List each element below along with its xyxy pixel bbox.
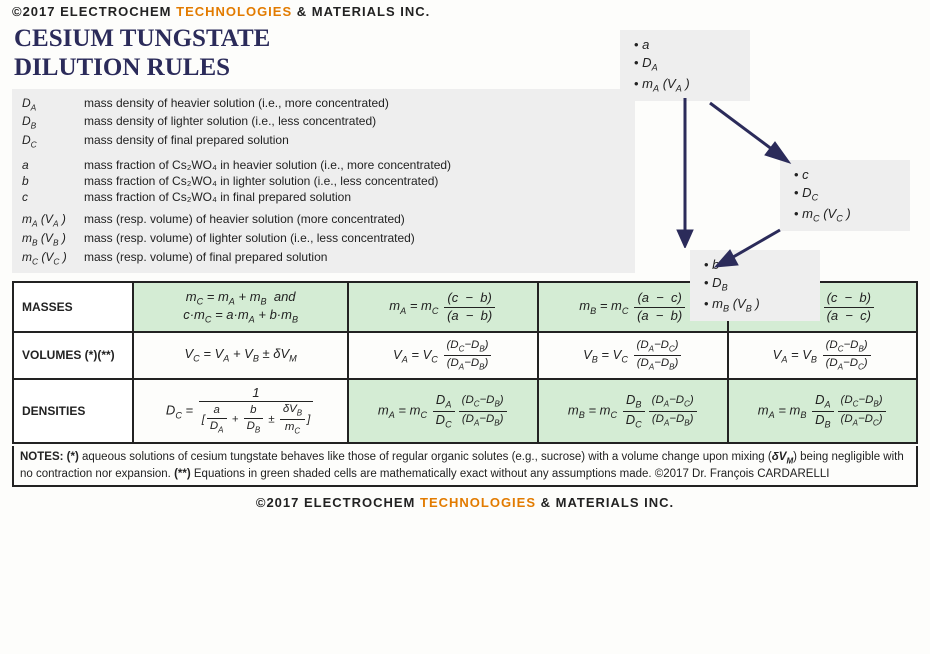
arrow-a-to-c [705, 98, 795, 173]
notes-block: NOTES: (*) aqueous solutions of cesium t… [12, 446, 918, 487]
arrow-c-to-b [710, 225, 790, 275]
arrow-a-to-b [670, 98, 700, 248]
mixing-diagram: a DA mA (VA ) c DC mC (VC ) b DB mB (VB … [620, 30, 910, 285]
copyright-footer: ©2017 ELECTROCHEM TECHNOLOGIES & MATERIA… [0, 491, 930, 514]
diagram-box-a: a DA mA (VA ) [620, 30, 750, 101]
definitions-block: DAmass density of heavier solution (i.e.… [12, 89, 635, 274]
diagram-box-c: c DC mC (VC ) [780, 160, 910, 231]
copyright-header: ©2017 ELECTROCHEM TECHNOLOGIES & MATERIA… [0, 0, 930, 23]
